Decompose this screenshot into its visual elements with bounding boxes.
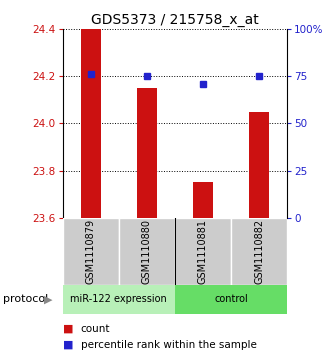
Text: GSM1110880: GSM1110880: [142, 219, 152, 284]
Bar: [175, 285, 287, 314]
Bar: [231, 218, 287, 285]
Text: protocol: protocol: [3, 294, 49, 305]
Text: percentile rank within the sample: percentile rank within the sample: [81, 340, 257, 350]
Bar: [193, 183, 213, 218]
Bar: [249, 111, 269, 218]
Text: miR-122 expression: miR-122 expression: [70, 294, 167, 305]
Bar: [63, 285, 175, 314]
Bar: [119, 218, 175, 285]
Text: ▶: ▶: [44, 294, 52, 305]
Text: ■: ■: [63, 323, 77, 334]
Bar: [63, 218, 119, 285]
Bar: [175, 218, 231, 285]
Text: ■: ■: [63, 340, 77, 350]
Title: GDS5373 / 215758_x_at: GDS5373 / 215758_x_at: [91, 13, 259, 26]
Text: GSM1110881: GSM1110881: [198, 219, 208, 284]
Bar: [137, 88, 157, 218]
Text: control: control: [214, 294, 248, 305]
Text: GSM1110882: GSM1110882: [254, 219, 264, 284]
Bar: [81, 29, 101, 218]
Text: count: count: [81, 323, 110, 334]
Text: GSM1110879: GSM1110879: [86, 219, 96, 284]
